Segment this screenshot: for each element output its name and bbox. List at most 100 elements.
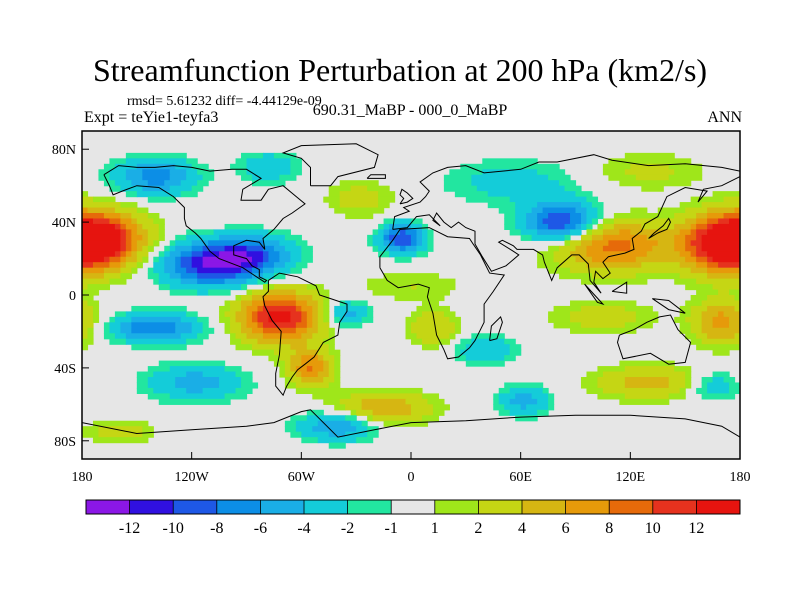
field-cell [87,284,111,291]
field-cell [180,278,198,285]
colorbar-label: 12 [688,520,704,537]
field-cell [586,251,648,258]
field-cell [306,327,319,334]
field-cell [235,371,253,378]
field-cell [515,223,527,230]
field-cell [652,245,675,252]
field-cell [191,245,204,252]
field-cell [443,185,478,192]
field-cell [109,218,121,225]
field-cell [142,256,149,263]
field-cell [219,311,226,318]
field-cell [416,245,429,252]
field-cell [103,322,111,329]
field-cell [82,240,121,247]
field-cell [427,234,434,241]
field-cell [411,240,418,247]
field-cell [197,333,209,340]
field-cell [268,355,280,362]
field-cell [389,234,412,241]
field-cell [548,267,571,274]
field-cell [175,327,193,334]
field-cell [624,382,670,389]
colorbar-label: -10 [163,520,184,537]
field-cell [328,366,335,373]
y-tick-label: 40S [54,362,76,377]
field-cell [405,333,418,340]
field-cell [235,169,248,176]
field-cell [317,322,330,329]
field-cell [219,251,248,258]
field-cell [580,202,593,209]
field-cell [685,300,703,307]
field-cell [175,245,193,252]
field-cell [389,240,396,247]
field-cell [169,366,226,373]
field-cell [564,234,571,241]
field-cell [219,316,231,323]
field-cell [334,360,341,367]
field-cell [92,316,100,323]
field-cell [125,311,187,318]
field-cell [334,366,341,373]
field-cell [367,240,374,247]
field-cell [279,371,286,378]
field-cell [372,409,412,416]
field-cell [334,311,346,318]
field-cell [487,191,577,198]
field-cell [411,234,418,241]
field-cell [586,387,604,394]
field-cell [559,245,577,252]
field-cell [361,420,368,427]
field-cell [147,273,160,280]
field-cell [136,207,149,214]
field-cell [262,333,302,340]
field-cell [262,152,275,159]
colorbar-label: -2 [341,520,354,537]
field-cell [246,163,291,170]
field-cell [257,322,264,329]
field-cell [443,174,472,181]
field-cell [251,344,291,351]
field-cell [602,371,686,378]
colorbar-swatch [304,500,349,514]
field-cell [454,344,467,351]
colorbar-label: -1 [385,520,398,537]
field-cell [317,289,330,296]
field-cell [284,366,291,373]
field-cell [114,223,121,230]
field-cell [262,245,275,252]
field-cell [707,251,740,258]
field-cell [241,284,248,291]
field-cell [120,229,127,236]
field-cell [515,218,527,225]
field-cell [537,218,544,225]
field-cell [158,360,226,367]
field-cell [367,284,412,291]
field-cell [241,305,248,312]
field-cell [712,191,740,198]
field-cell [169,169,187,176]
field-cell [427,245,434,252]
field-cell [328,327,335,334]
field-cell [306,415,346,422]
field-cell [334,377,341,384]
field-cell [674,278,697,285]
field-cell [257,305,264,312]
field-cell [136,191,182,198]
field-cell [268,229,291,236]
field-cell [372,229,379,236]
x-axis: 180 120W 60W 0 60E 120E 180 [72,452,751,485]
field-cell [317,311,324,318]
field-cell [504,382,544,389]
field-cell [317,349,330,356]
colorbar-swatch [609,500,654,514]
field-cell [553,251,571,258]
field-cell [630,163,670,170]
coastline [611,281,628,294]
field-cell [120,273,132,280]
field-cell [383,218,396,225]
field-cell [306,316,313,323]
field-cell [367,311,374,318]
field-cell [679,311,692,318]
